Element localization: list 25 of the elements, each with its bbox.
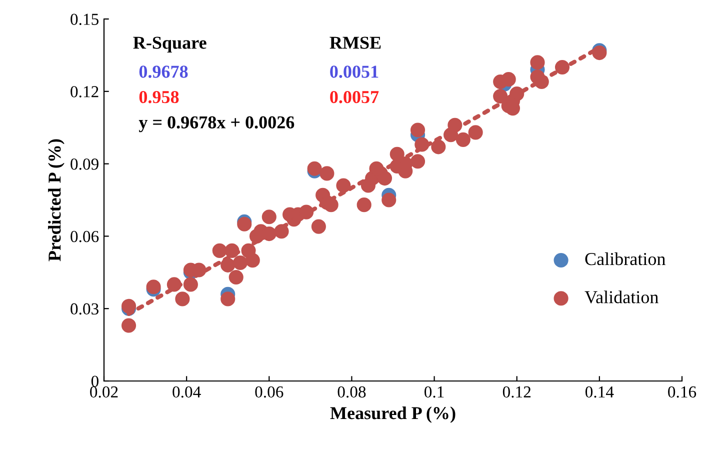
x-axis-title: Measured P (%) xyxy=(330,406,456,423)
annotation: 0.0057 xyxy=(330,90,379,104)
y-tick-label: 0 xyxy=(91,376,99,387)
x-tick-label: 0.06 xyxy=(255,386,284,398)
y-tick-label: 0.06 xyxy=(70,230,99,242)
annotation: RMSE xyxy=(330,36,381,49)
x-tick-label: 0.16 xyxy=(668,386,696,398)
annotation: 0.958 xyxy=(139,90,179,104)
annotation: R-Square xyxy=(133,36,206,53)
x-tick-label: 0.12 xyxy=(502,386,531,398)
x-tick-label: 0.02 xyxy=(90,386,118,398)
annotation: 0.0051 xyxy=(330,66,378,78)
x-tick-label: 0.1 xyxy=(424,386,444,398)
y-axis-title: Predicted P (%) xyxy=(48,139,64,262)
y-tick-label: 0.12 xyxy=(70,86,98,98)
x-tick-label: 0.04 xyxy=(172,386,201,398)
annotation: 0.9678 xyxy=(139,66,188,78)
x-tick-label: 0.14 xyxy=(585,386,614,398)
legend-label: Calibration xyxy=(585,252,666,266)
x-tick-label: 0.08 xyxy=(338,386,366,398)
y-tick-label: 0.15 xyxy=(70,14,98,26)
y-tick-label: 0.09 xyxy=(70,158,98,170)
legend-label: Validation xyxy=(584,290,658,304)
y-tick-label: 0.03 xyxy=(70,303,98,315)
annotation: y = 0.9678x + 0.0026 xyxy=(138,116,294,132)
